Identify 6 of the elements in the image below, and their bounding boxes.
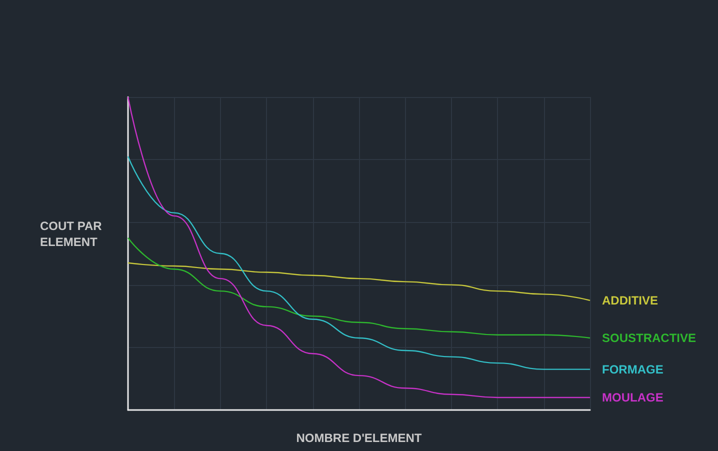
series-label: MOULAGE xyxy=(602,390,664,404)
series-label: ADDITIVE xyxy=(602,293,658,308)
series-label: SOUSTRACTIVE xyxy=(602,331,696,346)
x-axis-title: NOMBRE D'ELEMENT xyxy=(296,431,422,445)
y-axis-title: COUT PAR ELEMENT xyxy=(40,219,102,249)
series-label: FORMAGE xyxy=(602,362,664,376)
